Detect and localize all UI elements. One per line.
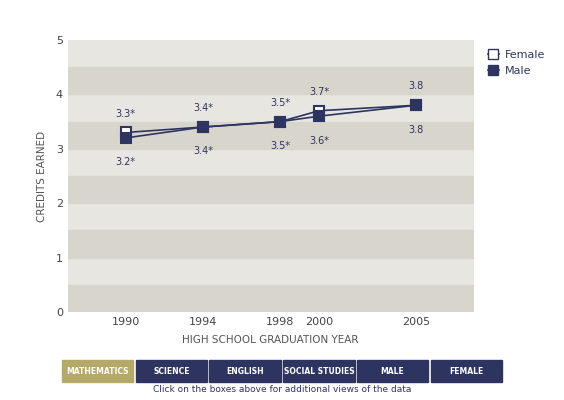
Text: 3.5*: 3.5* — [270, 141, 290, 151]
Bar — [68, 94, 474, 122]
Text: SOCIAL STUDIES: SOCIAL STUDIES — [284, 366, 354, 376]
X-axis label: HIGH SCHOOL GRADUATION YEAR: HIGH SCHOOL GRADUATION YEAR — [183, 335, 359, 345]
Text: 3.3*: 3.3* — [116, 108, 136, 118]
Text: 3.6*: 3.6* — [309, 136, 329, 146]
Text: 3.4*: 3.4* — [193, 146, 213, 156]
Bar — [68, 258, 474, 285]
Text: 3.4*: 3.4* — [193, 103, 213, 113]
Bar — [68, 67, 474, 94]
Text: 3.5*: 3.5* — [270, 98, 290, 108]
Text: MALE: MALE — [381, 366, 404, 376]
Legend: Female, Male: Female, Male — [483, 46, 549, 80]
Bar — [68, 149, 474, 176]
Text: MATHEMATICS: MATHEMATICS — [67, 366, 129, 376]
Bar — [68, 40, 474, 67]
Bar — [68, 285, 474, 312]
Y-axis label: CREDITS EARNED: CREDITS EARNED — [37, 130, 47, 222]
Bar — [68, 230, 474, 258]
Text: 3.8: 3.8 — [408, 81, 424, 91]
Text: 3.8: 3.8 — [408, 125, 424, 135]
Text: 3.2*: 3.2* — [116, 157, 136, 167]
Bar — [68, 203, 474, 230]
Text: 3.7*: 3.7* — [309, 87, 329, 97]
Text: SCIENCE: SCIENCE — [153, 366, 190, 376]
Text: Click on the boxes above for additional views of the data: Click on the boxes above for additional … — [153, 385, 411, 394]
Bar — [68, 176, 474, 203]
Text: ENGLISH: ENGLISH — [226, 366, 264, 376]
Bar — [68, 122, 474, 149]
Text: FEMALE: FEMALE — [449, 366, 483, 376]
